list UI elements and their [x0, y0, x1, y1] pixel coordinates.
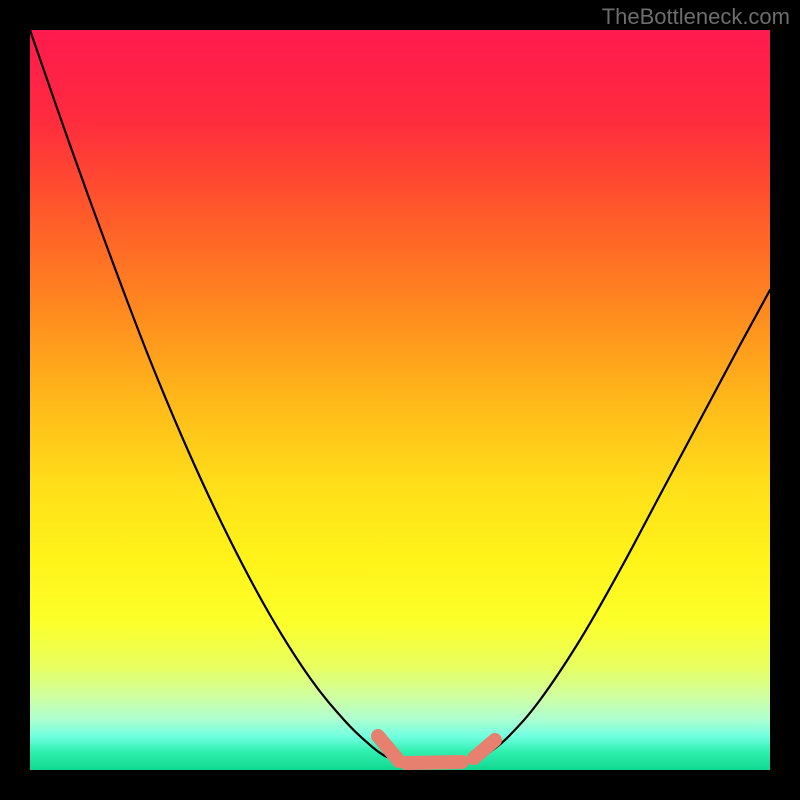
bottleneck-chart: [0, 0, 800, 800]
chart-container: TheBottleneck.com: [0, 0, 800, 800]
highlight-segment: [406, 762, 462, 763]
plot-background: [30, 30, 770, 770]
